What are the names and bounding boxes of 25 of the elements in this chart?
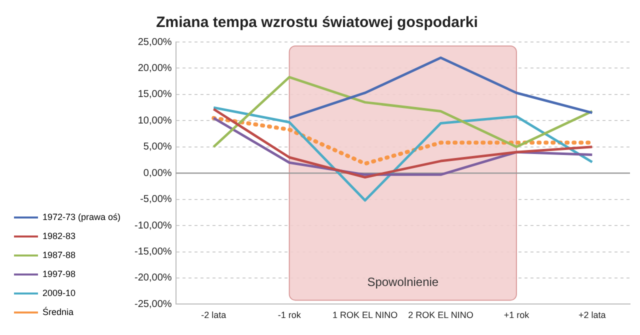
y-tick-label: 25,00% [138, 36, 172, 48]
x-tick-label: 2 ROK EL NINO [408, 310, 474, 320]
y-tick-label: -15,00% [134, 246, 172, 258]
legend-label: 1982-83 [42, 230, 76, 241]
legend-label: Średnia [42, 306, 74, 317]
y-tick-label: 0,00% [143, 168, 172, 179]
y-tick-label: 20,00% [138, 62, 172, 74]
chart-title: Zmiana tempa wzrostu światowej gospodarki [156, 14, 478, 32]
x-tick-label: 1 ROK EL NINO [332, 310, 398, 320]
legend-label: 2009-10 [42, 288, 76, 298]
x-tick-label: -1 rok [278, 310, 302, 320]
band-label: Spowolnienie [367, 275, 439, 290]
legend-label: 1987-88 [42, 250, 76, 260]
y-tick-label: 5,00% [143, 142, 172, 153]
y-tick-label: -20,00% [134, 272, 172, 284]
x-tick-label: +2 lata [578, 310, 606, 320]
legend-label: 1972-73 (prawa oś) [42, 212, 121, 222]
x-tick-label: -2 lata [201, 310, 226, 320]
y-tick-label: -25,00% [134, 298, 172, 310]
y-tick-label: -5,00% [140, 194, 172, 206]
legend-label: 1997-98 [42, 268, 76, 279]
y-tick-label: 15,00% [138, 89, 172, 100]
y-tick-label: 10,00% [138, 115, 172, 126]
y-tick-label: -10,00% [134, 220, 172, 232]
x-tick-label: +1 rok [504, 310, 530, 320]
